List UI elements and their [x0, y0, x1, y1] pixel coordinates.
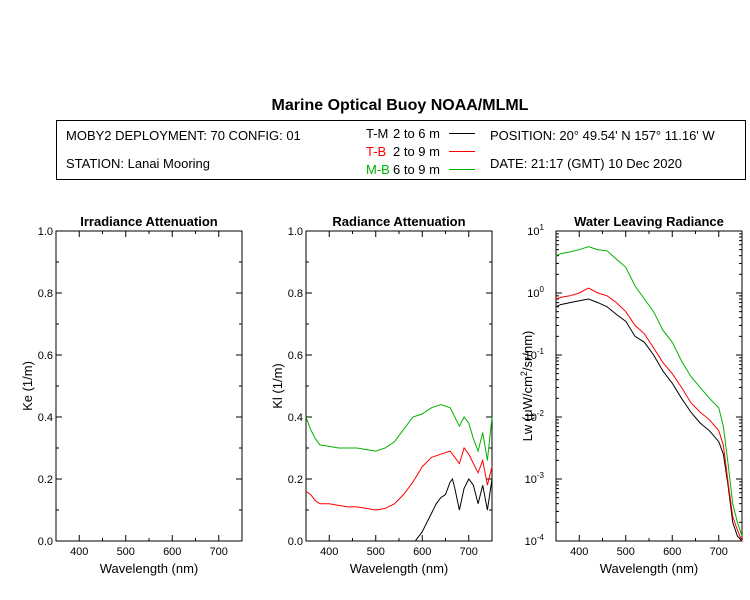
panel3-y-tick-base: 10	[525, 474, 537, 486]
panel1-y-tick-label: 0.0	[38, 536, 53, 548]
panel3-y-axis-label-part: 2	[519, 371, 529, 376]
panel3-y-tick-label: 101	[527, 223, 544, 238]
panel3-y-tick-exponent: -2	[537, 409, 545, 418]
panel1-y-tick-label: 0.6	[38, 350, 53, 362]
panel3-y-axis-label-part: /sr/nm)	[520, 331, 535, 371]
panel2-plot-frame	[305, 230, 493, 542]
panel2-x-tick-label: 700	[460, 546, 478, 558]
legend-code-t-b: T-B	[366, 144, 387, 159]
panel2-series-line-t-m	[414, 477, 493, 542]
panel3-y-axis-label-part: Lw (	[520, 416, 535, 441]
panel3-y-tick-label: 10-3	[525, 471, 545, 486]
legend-code-m-b: M-B	[366, 162, 390, 177]
panel3-y-tick-exponent: -1	[537, 347, 545, 356]
panel3-y-axis-label-part: W/cm	[520, 376, 535, 409]
panel1-y-tick-label: 0.4	[38, 412, 53, 424]
panel2-chart-title: Radiance Attenuation	[332, 214, 465, 229]
panel3-series-line-t-b	[555, 287, 743, 542]
panel3-plot-frame	[555, 230, 743, 542]
panel1-x-tick-label: 400	[70, 546, 88, 558]
panel2-x-tick-label: 600	[413, 546, 431, 558]
panel2-series-line-t-b	[305, 446, 493, 511]
panel2-x-tick-label: 500	[367, 546, 385, 558]
panel3-y-tick-exponent: 0	[540, 285, 545, 294]
panel3-y-tick-base: 10	[525, 412, 537, 424]
legend-line-t-m	[449, 133, 475, 134]
panel1-x-axis-label: Wavelength (nm)	[100, 561, 199, 576]
panel2-y-axis-label: Kl (1/m)	[270, 363, 285, 409]
panel3-y-axis-label-part: μ	[520, 409, 535, 417]
panel2-y-tick-label: 0.8	[288, 288, 303, 300]
deployment-label: MOBY2 DEPLOYMENT: 70 CONFIG: 01	[66, 128, 301, 143]
panel2-y-tick-label: 1.0	[288, 226, 303, 238]
panel2-y-tick-label: 0.0	[288, 536, 303, 548]
panel3-y-tick-label: 100	[527, 285, 544, 300]
panel3-x-tick-label: 600	[663, 546, 681, 558]
panel2-y-tick-label: 0.2	[288, 474, 303, 486]
panel1-y-tick-label: 1.0	[38, 226, 53, 238]
panel2-x-tick-label: 400	[320, 546, 338, 558]
page-title: Marine Optical Buoy NOAA/MLML	[271, 97, 529, 114]
panel1-y-axis-label: Ke (1/m)	[20, 361, 35, 411]
panel3-series-line-t-m	[555, 298, 743, 542]
date-label: DATE: 21:17 (GMT) 10 Dec 2020	[490, 156, 682, 171]
panel3-y-tick-label: 10-2	[525, 409, 545, 424]
panel1-plot-frame	[55, 230, 243, 542]
legend-range-t-m: 2 to 6 m	[393, 126, 440, 141]
panel1-y-tick-label: 0.8	[38, 288, 53, 300]
panel3-x-tick-label: 500	[617, 546, 635, 558]
panel3-x-axis-label: Wavelength (nm)	[600, 561, 699, 576]
panel1-x-tick-label: 700	[210, 546, 228, 558]
legend-range-t-b: 2 to 9 m	[393, 144, 440, 159]
legend-line-t-b	[449, 151, 475, 152]
panel3-y-tick-exponent: -3	[537, 471, 545, 480]
panel2-x-axis-label: Wavelength (nm)	[350, 561, 449, 576]
deployment-info-box: MOBY2 DEPLOYMENT: 70 CONFIG: 01 STATION:…	[56, 120, 746, 180]
panel3-y-axis-label: Lw (μW/cm2/sr/nm)	[519, 331, 535, 442]
panel2-series-line-m-b	[305, 404, 493, 461]
panel1-x-tick-label: 600	[163, 546, 181, 558]
panel2-y-tick-label: 0.6	[288, 350, 303, 362]
panel2-y-tick-label: 0.4	[288, 412, 303, 424]
panel3-y-tick-exponent: 1	[540, 223, 545, 232]
panel3-y-tick-base: 10	[525, 350, 537, 362]
panel3-y-tick-exponent: -4	[537, 533, 545, 542]
station-label: STATION: Lanai Mooring	[66, 156, 211, 171]
panel3-series-line-m-b	[555, 246, 743, 537]
legend-line-m-b	[449, 169, 475, 170]
panel3-y-tick-base: 10	[527, 288, 539, 300]
panel3-y-tick-label: 10-1	[525, 347, 545, 362]
legend-range-m-b: 6 to 9 m	[393, 162, 440, 177]
position-label: POSITION: 20° 49.54' N 157° 11.16' W	[490, 128, 715, 143]
panel3-y-tick-label: 10-4	[525, 533, 545, 548]
panel3-y-tick-base: 10	[525, 536, 537, 548]
panel3-x-tick-label: 400	[570, 546, 588, 558]
panel1-y-tick-label: 0.2	[38, 474, 53, 486]
panel3-chart-title: Water Leaving Radiance	[574, 214, 724, 229]
panel3-x-tick-label: 700	[710, 546, 728, 558]
panel1-chart-title: Irradiance Attenuation	[80, 214, 218, 229]
panel3-y-tick-base: 10	[527, 226, 539, 238]
panel1-x-tick-label: 500	[117, 546, 135, 558]
legend-code-t-m: T-M	[366, 126, 389, 141]
